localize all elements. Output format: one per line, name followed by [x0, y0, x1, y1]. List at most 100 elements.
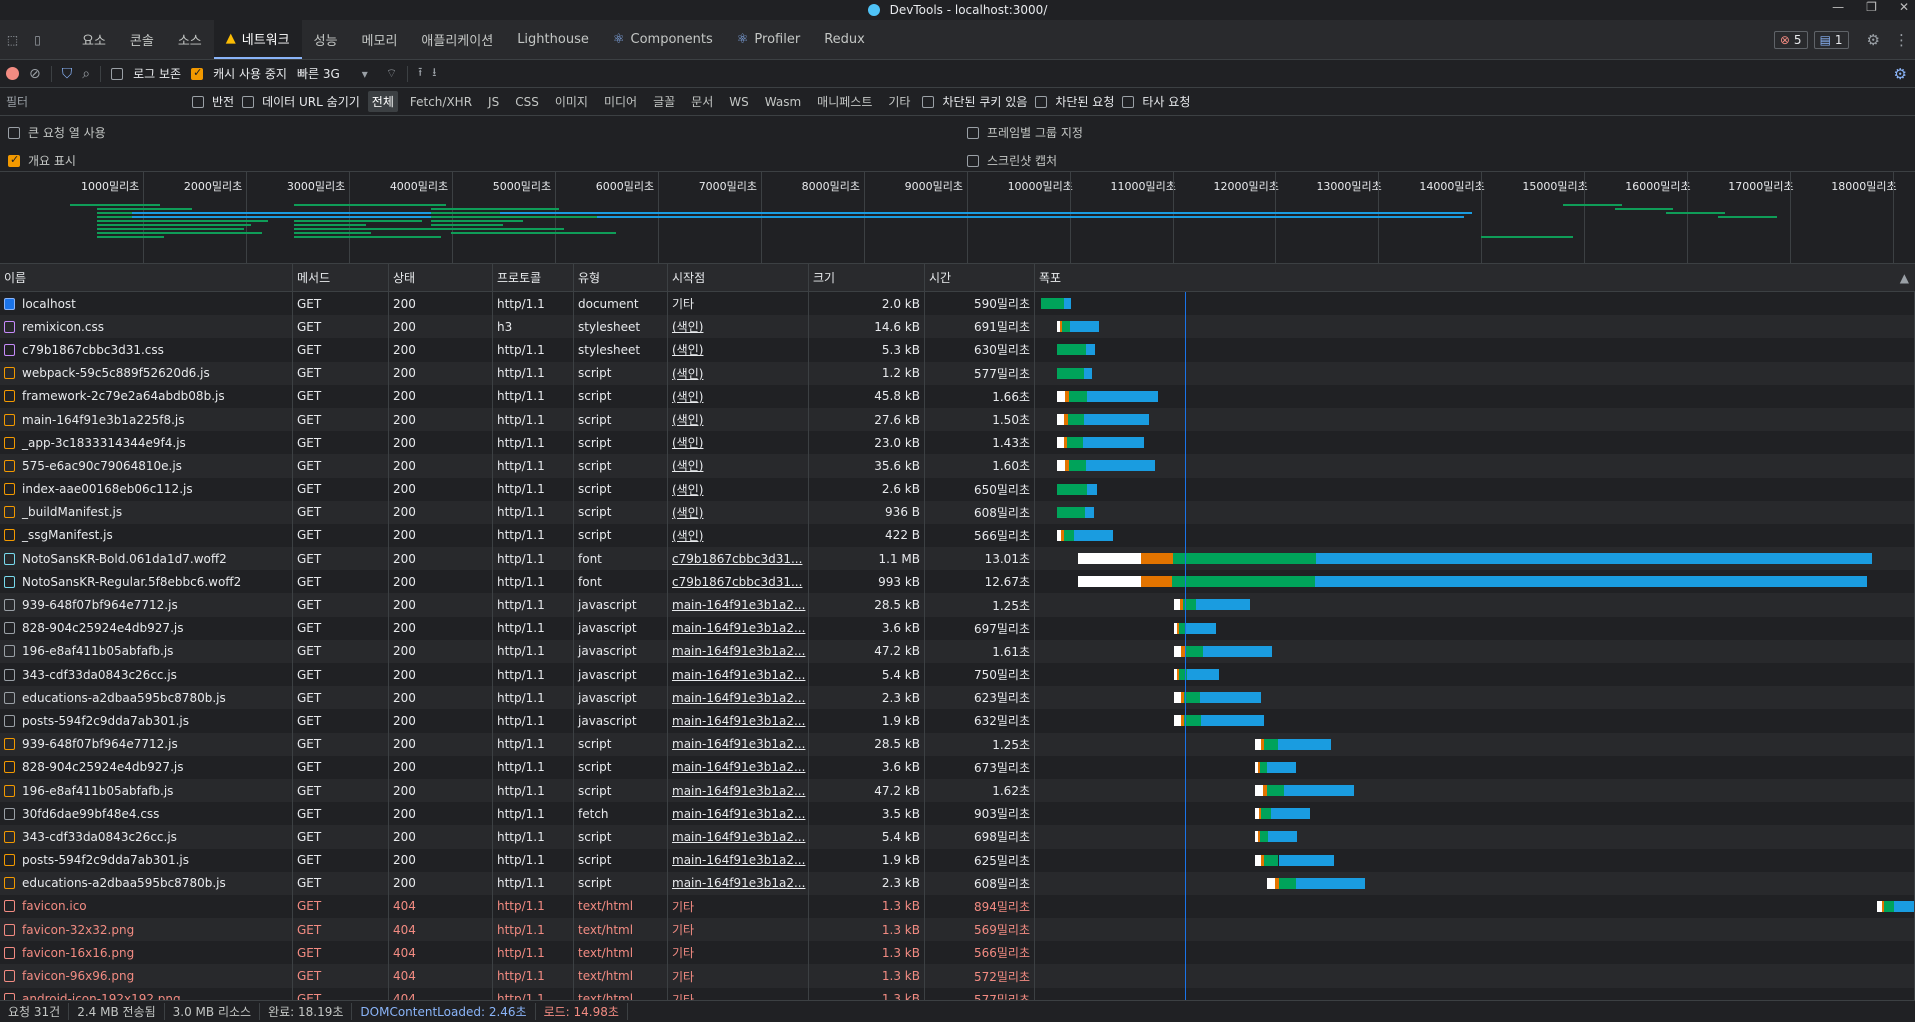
- request-waterfall[interactable]: [1035, 778, 1915, 803]
- type-filter-doc[interactable]: 문서: [691, 95, 714, 109]
- request-waterfall[interactable]: [1035, 547, 1915, 571]
- disable-cache-checkbox[interactable]: [191, 66, 204, 80]
- error-count-badge[interactable]: ⊗ 5: [1773, 30, 1808, 49]
- tab-elements[interactable]: 요소: [70, 20, 118, 59]
- request-initiator[interactable]: (색인): [668, 384, 809, 408]
- overview-checkbox[interactable]: [8, 153, 20, 167]
- table-row[interactable]: main-164f91e3b1a225f8.js GET 200 http/1.1 sc…: [0, 407, 1915, 432]
- table-row[interactable]: 939-648f07bf964e7712.js GET 200 http/1.1 scr…: [0, 732, 1915, 756]
- column-method[interactable]: 메서드: [293, 264, 389, 291]
- type-filter-media[interactable]: 미디어: [603, 95, 638, 109]
- request-initiator[interactable]: main-164f91e3b1a2...: [668, 663, 809, 687]
- table-row[interactable]: index-aae00168eb06c112.js GET 200 http/1.1 s…: [0, 477, 1915, 501]
- table-row[interactable]: 196-e8af411b05abfafb.js GET 200 http/1.1 jav…: [0, 639, 1915, 663]
- third-party-checkbox[interactable]: [1122, 95, 1135, 108]
- column-type[interactable]: 유형: [574, 264, 668, 291]
- download-icon[interactable]: ⭳: [432, 65, 437, 79]
- wifi-icon[interactable]: ⌔: [385, 66, 398, 80]
- request-waterfall[interactable]: [1035, 500, 1915, 524]
- group-by-frame-option[interactable]: 프레임별 그룹 지정: [967, 124, 1083, 141]
- request-waterfall[interactable]: [1035, 407, 1915, 432]
- request-initiator[interactable]: main-164f91e3b1a2...: [668, 802, 809, 826]
- invert-checkbox[interactable]: [192, 95, 204, 108]
- request-waterfall[interactable]: [1035, 918, 1915, 942]
- request-waterfall[interactable]: [1035, 477, 1915, 501]
- table-row[interactable]: educations-a2dbaa595bc8780b.js GET 200 http…: [0, 871, 1915, 895]
- request-waterfall[interactable]: [1035, 384, 1915, 408]
- table-row[interactable]: c79b1867cbbc3d31.css GET 200 http/1.1 styles…: [0, 338, 1915, 362]
- table-row[interactable]: 343-cdf33da0843c26cc.js GET 200 http/1.1 jav…: [0, 663, 1915, 687]
- request-initiator[interactable]: main-164f91e3b1a2...: [668, 755, 809, 779]
- screenshots-option[interactable]: 스크린샷 캡처: [967, 152, 1057, 169]
- column-size[interactable]: 크기: [809, 264, 925, 291]
- tab-sources[interactable]: 소스: [166, 20, 214, 59]
- table-row[interactable]: favicon-32x32.png GET 404 http/1.1 text/html…: [0, 918, 1915, 942]
- column-time[interactable]: 시간: [925, 264, 1035, 291]
- request-initiator[interactable]: (색인): [668, 454, 809, 478]
- request-initiator[interactable]: main-164f91e3b1a2...: [668, 639, 809, 663]
- column-name[interactable]: 이름: [0, 264, 293, 291]
- request-waterfall[interactable]: [1035, 593, 1915, 617]
- inspect-element-icon[interactable]: ⬚: [6, 32, 19, 47]
- request-initiator[interactable]: main-164f91e3b1a2...: [668, 825, 809, 849]
- table-row[interactable]: posts-594f2c9dda7ab301.js GET 200 http/1.1 s…: [0, 848, 1915, 872]
- request-initiator[interactable]: c79b1867cbbc3d31...: [668, 570, 809, 594]
- tab-redux[interactable]: Redux: [812, 20, 877, 59]
- big-rows-option[interactable]: 큰 요청 열 사용: [8, 124, 106, 141]
- request-initiator[interactable]: 기타: [668, 918, 809, 942]
- request-initiator[interactable]: (색인): [668, 338, 809, 362]
- tab-components[interactable]: ⚛ Components: [601, 20, 725, 59]
- request-waterfall[interactable]: [1035, 616, 1915, 640]
- filter-input[interactable]: 필터: [4, 91, 184, 112]
- tab-memory[interactable]: 메모리: [350, 20, 410, 59]
- type-filter-wasm[interactable]: Wasm: [764, 94, 802, 109]
- table-row[interactable]: NotoSansKR-Bold.061da1d7.woff2 GET 200 http…: [0, 547, 1915, 571]
- request-initiator[interactable]: (색인): [668, 523, 809, 548]
- type-filter-font[interactable]: 글꼴: [653, 95, 676, 109]
- screenshots-checkbox[interactable]: [967, 154, 979, 167]
- request-waterfall[interactable]: [1035, 686, 1915, 710]
- blocked-cookies-checkbox[interactable]: [922, 95, 935, 108]
- request-initiator[interactable]: main-164f91e3b1a2...: [668, 732, 809, 756]
- type-filter-manifest[interactable]: 매니페스트: [817, 95, 873, 109]
- tab-console[interactable]: 콘솔: [118, 20, 166, 59]
- close-icon[interactable]: ✕: [1898, 0, 1909, 14]
- table-row[interactable]: _app-3c1833314344e9f4.js GET 200 http/1.1 sc…: [0, 431, 1915, 455]
- request-waterfall[interactable]: [1035, 361, 1915, 385]
- request-waterfall[interactable]: [1035, 871, 1915, 895]
- request-initiator[interactable]: 기타: [668, 894, 809, 919]
- chevron-down-icon[interactable]: ▾: [361, 66, 368, 81]
- minimize-icon[interactable]: —: [1832, 0, 1845, 14]
- filter-icon[interactable]: ⛉: [61, 65, 73, 82]
- column-initiator[interactable]: 시작점: [668, 264, 809, 291]
- type-filter-ws[interactable]: WS: [729, 94, 749, 109]
- request-initiator[interactable]: main-164f91e3b1a2...: [668, 848, 809, 872]
- request-initiator[interactable]: main-164f91e3b1a2...: [668, 778, 809, 803]
- request-waterfall[interactable]: [1035, 338, 1915, 362]
- request-initiator[interactable]: c79b1867cbbc3d31...: [668, 547, 809, 571]
- request-waterfall[interactable]: [1035, 292, 1915, 316]
- request-initiator[interactable]: main-164f91e3b1a2...: [668, 686, 809, 710]
- request-waterfall[interactable]: [1035, 894, 1915, 919]
- type-filter-fetch[interactable]: Fetch/XHR: [409, 94, 473, 109]
- group-by-frame-checkbox[interactable]: [967, 126, 979, 139]
- column-protocol[interactable]: 프로토콜: [493, 264, 574, 291]
- table-row[interactable]: favicon.ico GET 404 http/1.1 text/html 기타 1.3 …: [0, 894, 1915, 919]
- table-row[interactable]: 343-cdf33da0843c26cc.js GET 200 http/1.1 scr…: [0, 825, 1915, 849]
- column-status[interactable]: 상태: [389, 264, 493, 291]
- settings-gear-icon[interactable]: ⚙: [1866, 30, 1880, 49]
- timeline-overview[interactable]: 1000밀리초 2000밀리초 3000밀리초 4000밀리초 5000밀리초 6000밀…: [0, 172, 1915, 264]
- request-waterfall[interactable]: [1035, 732, 1915, 756]
- upload-icon[interactable]: ⭱: [418, 65, 423, 79]
- table-row[interactable]: educations-a2dbaa595bc8780b.js GET 200 http…: [0, 686, 1915, 710]
- tab-network[interactable]: ▲ 네트워크: [213, 20, 302, 59]
- search-icon[interactable]: ⌕: [82, 65, 91, 82]
- request-waterfall[interactable]: [1035, 315, 1915, 339]
- blocked-requests-checkbox[interactable]: [1035, 95, 1048, 108]
- type-filter-img[interactable]: 이미지: [554, 95, 588, 109]
- preserve-log-checkbox[interactable]: [111, 67, 124, 80]
- request-waterfall[interactable]: [1035, 639, 1915, 663]
- table-row[interactable]: favicon-16x16.png GET 404 http/1.1 text/html…: [0, 941, 1915, 965]
- request-initiator[interactable]: (색인): [668, 431, 809, 455]
- request-initiator[interactable]: (색인): [668, 500, 809, 524]
